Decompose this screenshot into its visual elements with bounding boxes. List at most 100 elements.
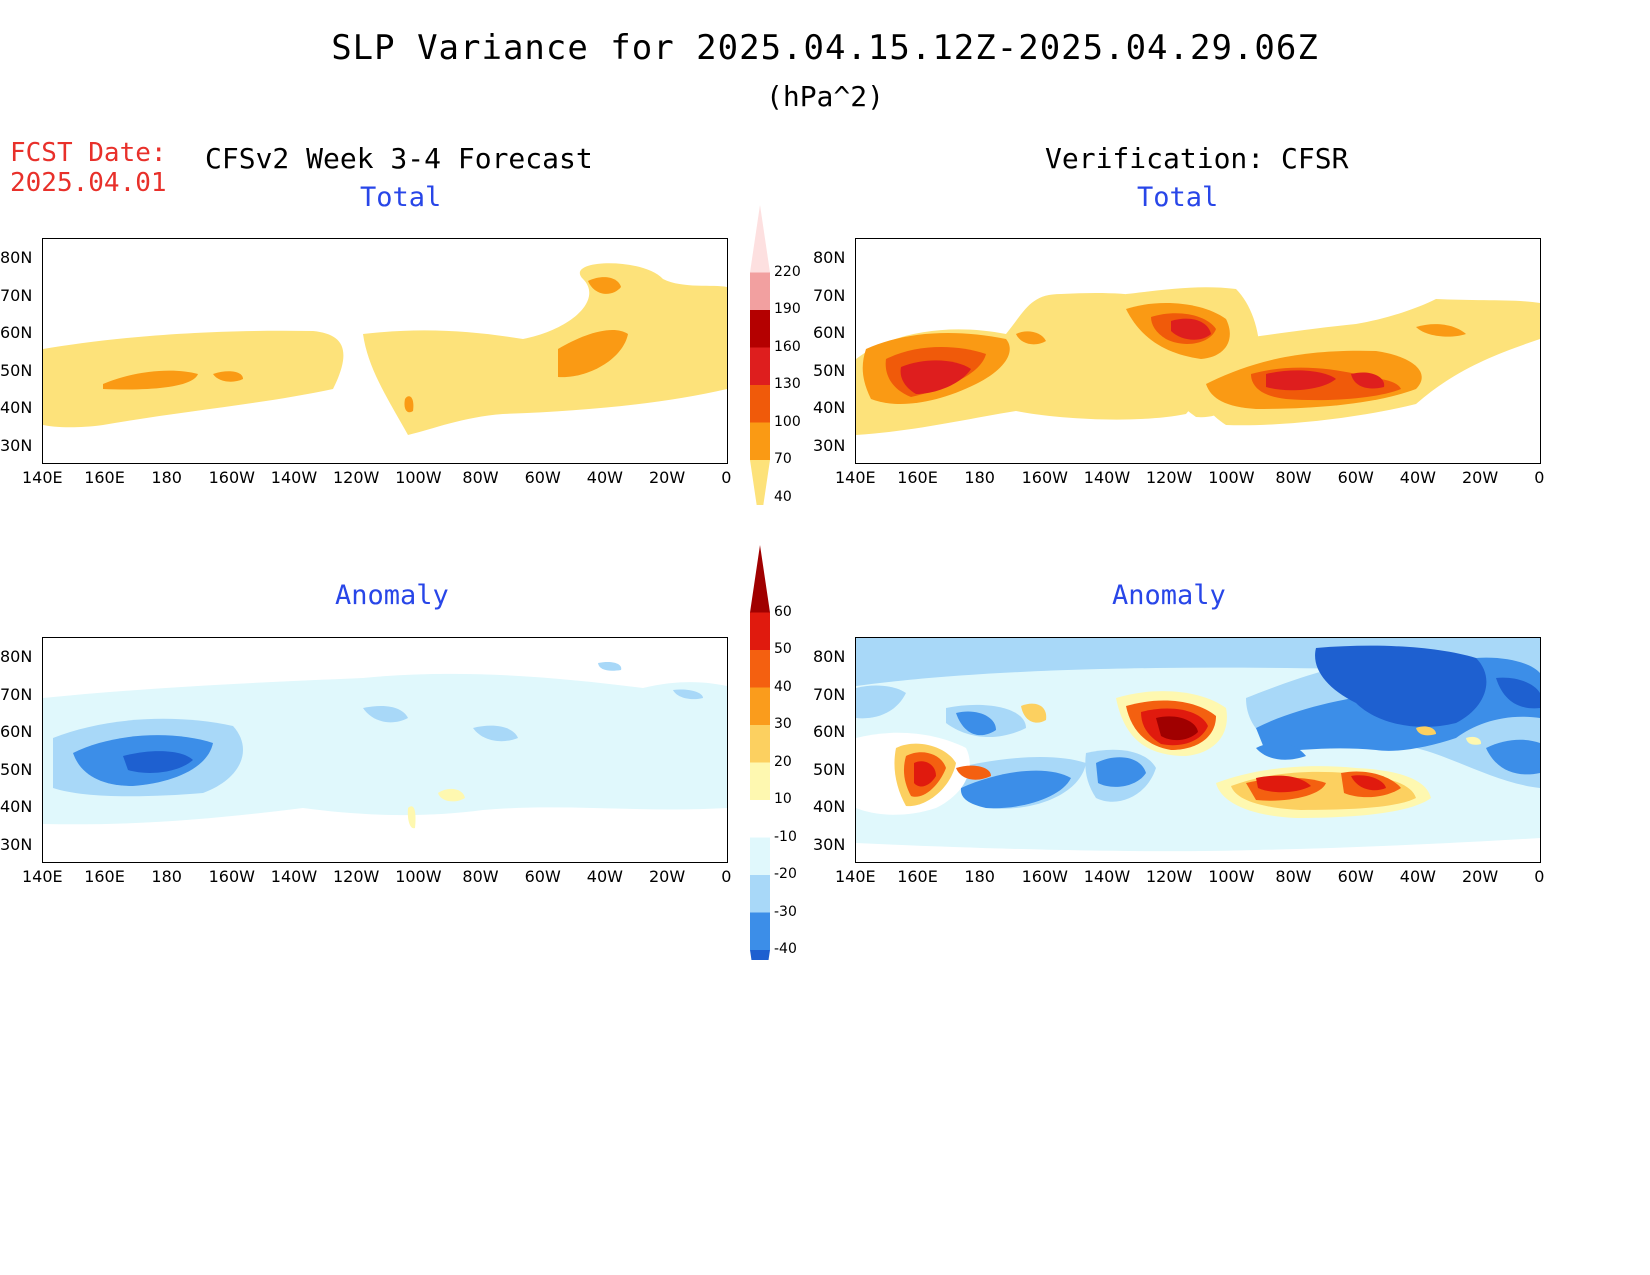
latitude-label: 80N <box>0 248 33 267</box>
longitude-label: 160W <box>1021 867 1068 886</box>
longitude-label: 140E <box>22 867 63 886</box>
longitude-label: 140E <box>835 867 876 886</box>
longitude-label: 80W <box>462 867 499 886</box>
colorbar-label: 220 <box>774 263 801 280</box>
longitude-label: 120W <box>1146 867 1193 886</box>
verification-anomaly-map <box>855 637 1541 863</box>
colorbar-label: 100 <box>774 413 801 430</box>
forecast-total-map <box>42 238 728 464</box>
longitude-label: 20W <box>1462 867 1499 886</box>
total-colorbar <box>750 205 770 505</box>
longitude-label: 100W <box>395 468 442 487</box>
longitude-label: 100W <box>1208 867 1255 886</box>
forecast-date-block: FCST Date: 2025.04.01 <box>10 138 167 198</box>
longitude-label: 140E <box>22 468 63 487</box>
latitude-label: 30N <box>0 435 33 455</box>
longitude-label: 40W <box>1399 468 1436 487</box>
colorbar-swatch <box>750 687 770 725</box>
longitude-label: 180 <box>964 468 995 487</box>
longitude-label: 60W <box>1337 867 1374 886</box>
latitude-label: 70N <box>0 285 33 305</box>
longitude-label: 140W <box>270 867 318 886</box>
longitude-label: 40W <box>1399 867 1436 886</box>
forecast-anomaly-map <box>42 637 728 863</box>
colorbar-label: 130 <box>774 376 801 392</box>
longitude-label: 160W <box>1021 468 1068 487</box>
colorbar-swatch <box>750 837 770 875</box>
colorbar-label: 190 <box>774 301 801 317</box>
longitude-label: 100W <box>395 867 442 886</box>
colorbar-swatch <box>750 545 770 613</box>
longitude-label: 0 <box>1534 468 1545 487</box>
latitude-label: 80N <box>813 248 846 267</box>
colorbar-label: -40 <box>774 941 797 957</box>
colorbar-swatch <box>750 272 770 310</box>
longitude-label: 0 <box>721 867 732 886</box>
longitude-label: 140E <box>835 468 876 487</box>
latitude-label: 40N <box>0 398 33 417</box>
latitude-label: 30N <box>813 435 846 455</box>
forecast-total-field <box>43 263 727 435</box>
longitude-label: 0 <box>721 468 732 487</box>
longitude-label: 60W <box>1337 468 1374 487</box>
latitude-label: 40N <box>813 398 846 417</box>
verification-anomaly-field <box>856 638 1540 852</box>
colorbar-swatch <box>750 950 770 960</box>
forecast-date-value: 2025.04.01 <box>10 168 167 198</box>
latitude-label: 70N <box>813 285 846 305</box>
longitude-label: 80W <box>1275 468 1312 487</box>
longitude-label: 120W <box>333 468 380 487</box>
verification-total-field <box>856 287 1540 435</box>
longitude-label: 80W <box>1275 867 1312 886</box>
colorbar-label: 160 <box>774 338 801 355</box>
longitude-label: 40W <box>586 468 623 487</box>
forecast-anomaly-title: Anomaly <box>335 580 449 611</box>
longitude-label: 160E <box>897 867 938 886</box>
longitude-label: 140W <box>1083 468 1131 487</box>
colorbar-swatch <box>750 385 770 423</box>
longitude-label: 140W <box>1083 867 1131 886</box>
latitude-label: 40N <box>813 797 846 816</box>
latitude-label: 60N <box>0 722 33 741</box>
longitude-label: 180 <box>151 468 182 487</box>
colorbar-label: -30 <box>774 903 797 920</box>
longitude-label: 40W <box>586 867 623 886</box>
verification-total-title: Total <box>1137 182 1219 213</box>
colorbar-label: 70 <box>774 451 792 467</box>
colorbar-label: -20 <box>774 866 797 882</box>
colorbar-swatch <box>750 762 770 800</box>
verification-anomaly-title: Anomaly <box>1112 580 1226 611</box>
longitude-label: 60W <box>524 867 561 886</box>
latitude-label: 40N <box>0 797 33 816</box>
longitude-label: 0 <box>1534 867 1545 886</box>
colorbar-swatch <box>750 460 770 505</box>
longitude-label: 160E <box>84 867 125 886</box>
latitude-label: 80N <box>813 647 846 666</box>
colorbar-label: 40 <box>774 488 792 505</box>
main-title: SLP Variance for 2025.04.15.12Z-2025.04.… <box>331 28 1319 68</box>
colorbar-label: -10 <box>774 828 797 845</box>
colorbar-swatch <box>750 347 770 385</box>
longitude-label: 180 <box>964 867 995 886</box>
longitude-label: 20W <box>649 468 686 487</box>
latitude-label: 50N <box>0 759 33 779</box>
colorbar-swatch <box>750 800 770 838</box>
longitude-label: 20W <box>649 867 686 886</box>
latitude-label: 80N <box>0 647 33 666</box>
verification-total-map <box>855 238 1541 464</box>
verification-column-title: Verification: CFSR <box>1045 142 1349 175</box>
longitude-label: 100W <box>1208 468 1255 487</box>
longitude-label: 160W <box>208 867 255 886</box>
longitude-label: 180 <box>151 867 182 886</box>
latitude-label: 50N <box>813 360 846 380</box>
latitude-label: 60N <box>813 722 846 741</box>
colorbar-swatch <box>750 205 770 273</box>
colorbar-label: 10 <box>774 791 792 807</box>
longitude-label: 160E <box>84 468 125 487</box>
latitude-label: 70N <box>0 684 33 704</box>
colorbar-swatch <box>750 310 770 348</box>
forecast-column-title: CFSv2 Week 3-4 Forecast <box>205 142 593 175</box>
colorbar-label: 40 <box>774 678 792 695</box>
colorbar-swatch <box>750 725 770 763</box>
forecast-date-label: FCST Date: <box>10 138 167 168</box>
